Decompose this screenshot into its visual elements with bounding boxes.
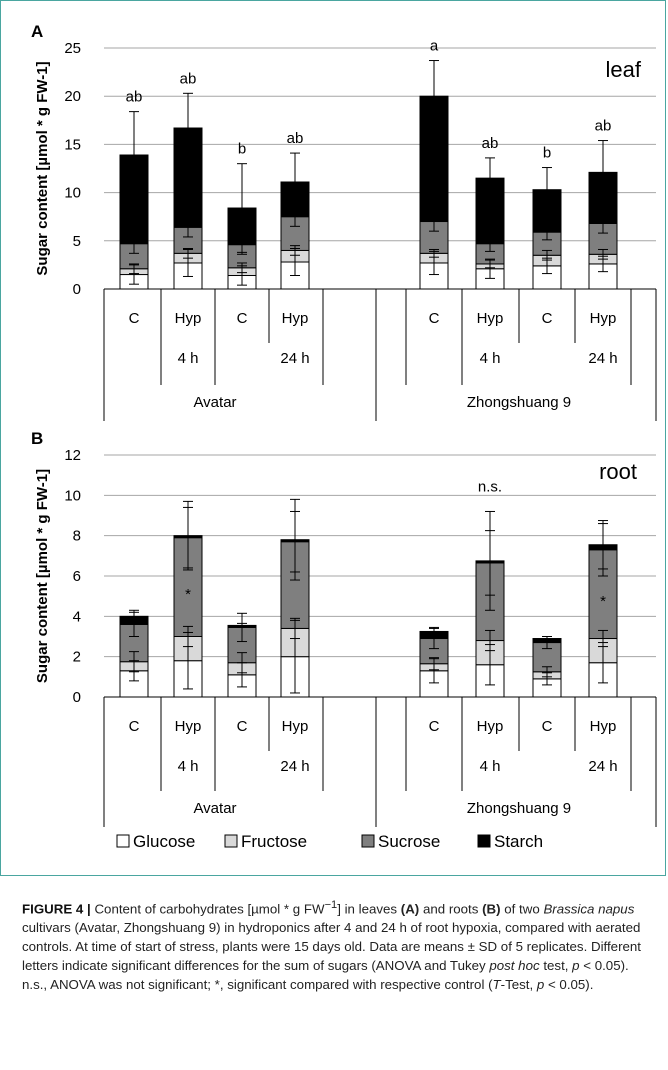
y-tick-label: 6 <box>73 568 81 585</box>
caption-label: FIGURE 4 | <box>22 901 91 917</box>
category-label: Hyp <box>175 310 202 327</box>
category-label: Hyp <box>175 718 202 735</box>
significance-letter: ab <box>126 89 143 106</box>
caption-text: -Test, <box>500 977 537 993</box>
y-tick-label: 2 <box>73 649 81 666</box>
chart-legend: Glucose Fructose Sucrose Starch <box>116 832 543 851</box>
timepoint-label: 4 h <box>480 350 501 367</box>
cultivar-label: Zhongshuang 9 <box>467 394 571 411</box>
y-tick-label: 8 <box>73 528 81 545</box>
category-label: C <box>542 718 553 735</box>
legend-swatch-starch <box>477 834 491 848</box>
y-tick-label: 0 <box>73 689 81 706</box>
y-tick-label: 25 <box>64 40 81 57</box>
timepoint-label: 4 h <box>178 350 199 367</box>
legend-label-fructose: Fructose <box>241 832 307 851</box>
y-tick-label: 10 <box>64 185 81 202</box>
caption-species: Brassica napus <box>543 901 635 917</box>
chart-panel-b: B 0 2 4 6 8 10 12 Sugar content [µmol * g FW-1] r… <box>31 429 657 827</box>
category-label: C <box>542 310 553 327</box>
category-label: C <box>429 310 440 327</box>
cultivar-label: Avatar <box>193 394 236 411</box>
y-tick-label: 15 <box>64 136 81 153</box>
legend-swatch-glucose <box>116 834 130 848</box>
caption-text: ] in leaves <box>337 901 401 917</box>
timepoint-label: 24 h <box>588 758 617 775</box>
category-label: Hyp <box>590 310 617 327</box>
timepoint-label: 24 h <box>280 758 309 775</box>
caption-panel-b: (B) <box>482 901 501 917</box>
caption-p: p <box>572 958 580 974</box>
category-label: C <box>429 718 440 735</box>
ns-note: n.s. <box>478 478 502 495</box>
significance-letter: ab <box>287 130 304 147</box>
legend-swatch-fructose <box>224 834 238 848</box>
caption-text: Content of carbohydrates [µmol * g FW <box>90 901 325 917</box>
category-label: C <box>237 718 248 735</box>
significance-letter: ab <box>595 118 612 135</box>
panel-letter: B <box>31 429 43 448</box>
category-label: Hyp <box>590 718 617 735</box>
legend-label-starch: Starch <box>494 832 543 851</box>
significance-letter: b <box>238 141 246 158</box>
y-axis-label: Sugar content [µmol * g FW-1] <box>34 469 51 683</box>
caption-text: cultivars (Avatar, Zhongshuang 9) in hyd… <box>22 920 641 974</box>
y-tick-label: 12 <box>64 447 81 464</box>
y-tick-label: 20 <box>64 88 81 105</box>
caption-posthoc: post hoc <box>489 958 540 974</box>
y-tick-label: 0 <box>73 281 81 298</box>
category-label: C <box>129 718 140 735</box>
figure-caption: FIGURE 4 | Content of carbohydrates [µmo… <box>22 896 650 994</box>
legend-swatch-sucrose <box>361 834 375 848</box>
caption-text: < 0.05). <box>544 977 594 993</box>
timepoint-label: 4 h <box>178 758 199 775</box>
legend-label-sucrose: Sucrose <box>378 832 440 851</box>
timepoint-label: 24 h <box>588 350 617 367</box>
cultivar-label: Zhongshuang 9 <box>467 800 571 817</box>
y-tick-label: 5 <box>73 233 81 250</box>
tissue-label: root <box>599 459 637 484</box>
legend-label-glucose: Glucose <box>133 832 195 851</box>
cultivar-label: Avatar <box>193 800 236 817</box>
significance-letter: a <box>430 38 439 55</box>
significance-letter: b <box>543 145 551 162</box>
tissue-label: leaf <box>606 57 642 82</box>
caption-superscript: −1 <box>324 899 338 911</box>
category-label: C <box>237 310 248 327</box>
asterisk: * <box>600 593 606 610</box>
y-tick-label: 10 <box>64 487 81 504</box>
category-label: Hyp <box>282 718 309 735</box>
caption-text: and roots <box>419 901 483 917</box>
significance-letter: ab <box>482 135 499 152</box>
caption-text: test, <box>539 958 573 974</box>
caption-text: of two <box>500 901 544 917</box>
caption-text: < 0.05). n.s., ANOVA was not significant… <box>22 958 629 993</box>
asterisk: * <box>185 586 191 603</box>
figure-frame: A 0 5 10 15 20 25 Sugar content [µmol * g FW-1]… <box>0 0 666 876</box>
category-label: Hyp <box>477 310 504 327</box>
timepoint-label: 24 h <box>280 350 309 367</box>
timepoint-label: 4 h <box>480 758 501 775</box>
significance-letter: ab <box>180 70 197 87</box>
panel-letter: A <box>31 22 43 41</box>
y-tick-label: 4 <box>73 608 81 625</box>
caption-panel-a: (A) <box>400 901 420 917</box>
caption-p: p <box>536 977 545 993</box>
category-label: Hyp <box>477 718 504 735</box>
category-label: C <box>129 310 140 327</box>
category-label: Hyp <box>282 310 309 327</box>
chart-panel-a: A 0 5 10 15 20 25 Sugar content [µmol * g FW-1]… <box>31 22 657 421</box>
y-axis-label: Sugar content [µmol * g FW-1] <box>34 61 51 275</box>
caption-t: T <box>492 977 501 993</box>
